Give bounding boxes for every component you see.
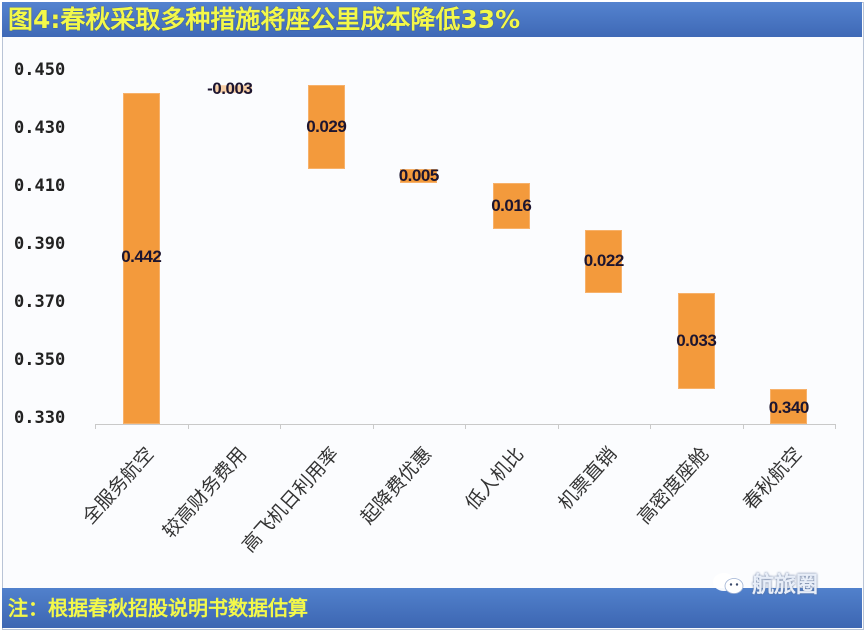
data-label: 0.033 — [676, 331, 717, 351]
chart-header: 图4:春秋采取多种措施将座公里成本降低33% — [2, 2, 862, 37]
x-tick-mark — [187, 424, 189, 429]
x-tick-mark — [280, 424, 281, 429]
bar — [122, 93, 160, 424]
chart-footer: 注：根据春秋招股说明书数据估算 — [2, 588, 862, 628]
wechat-icon — [712, 571, 744, 595]
data-label: 0.340 — [768, 398, 810, 417]
bar — [677, 293, 715, 389]
data-label: 0.029 — [306, 116, 347, 136]
watermark-text: 航旅圈 — [752, 573, 819, 598]
y-tick-label: 0.450 — [14, 60, 66, 80]
watermark: 航旅圈 — [712, 568, 818, 598]
x-category-label: 春秋航空 — [738, 443, 807, 515]
y-tick-label: 0.350 — [14, 350, 66, 370]
data-label: 0.442 — [121, 247, 162, 266]
y-tick-label: 0.390 — [14, 234, 66, 254]
data-label: 0.016 — [491, 196, 532, 216]
x-category-label: 高密度座舱 — [633, 443, 714, 529]
x-tick-mark — [465, 424, 466, 429]
y-tick-label: 0.370 — [14, 292, 66, 312]
bar — [585, 229, 623, 294]
data-label: 0.005 — [398, 165, 440, 185]
x-category-label: 起降费优惠 — [356, 443, 437, 529]
data-label: -0.003 — [207, 78, 253, 98]
source-note: 注：根据春秋招股说明书数据估算 — [8, 596, 308, 620]
y-tick-label: 0.410 — [14, 176, 66, 196]
bar — [492, 183, 530, 230]
x-tick-mark — [557, 424, 559, 429]
bar — [400, 168, 438, 184]
bar — [307, 84, 345, 169]
x-tick-mark — [835, 424, 836, 429]
x-tick-mark — [650, 424, 651, 429]
x-category-label: 全服务航空 — [78, 443, 159, 529]
x-category-label: 机票直销 — [553, 443, 622, 515]
x-tick-mark — [742, 424, 744, 429]
x-category-label: 较高财务费用 — [158, 443, 252, 543]
x-tick-mark — [372, 424, 374, 429]
bar — [215, 84, 253, 94]
y-tick-label: 0.330 — [14, 408, 66, 428]
x-category-label: 低人机比 — [461, 443, 529, 515]
y-tick-label: 0.430 — [14, 118, 66, 138]
bar — [770, 389, 808, 424]
data-label: 0.022 — [583, 251, 625, 271]
chart-title: 图4:春秋采取多种措施将座公里成本降低33% — [8, 5, 521, 34]
x-tick-mark — [95, 424, 96, 429]
